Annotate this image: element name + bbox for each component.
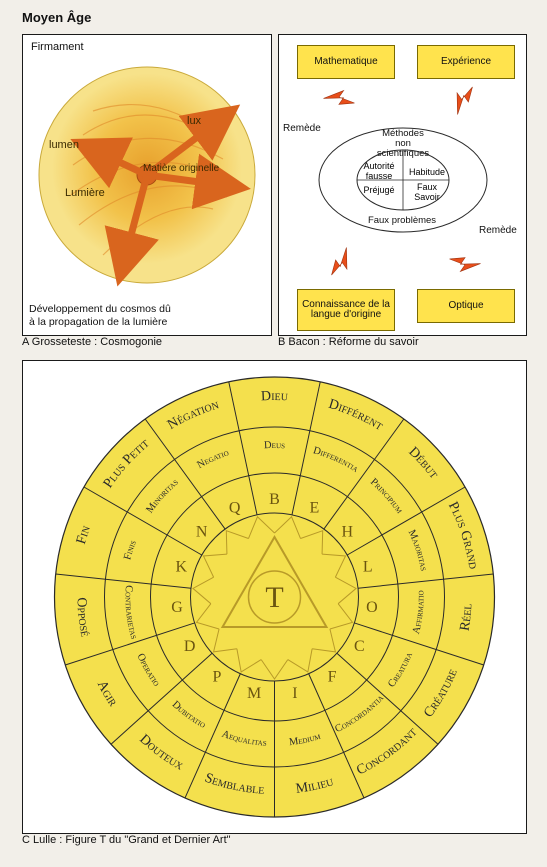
page-title: Moyen Âge	[22, 10, 91, 25]
svg-text:Q: Q	[229, 499, 241, 516]
svg-text:D: D	[184, 638, 196, 655]
label-fauxprob: Faux problèmes	[357, 215, 447, 226]
panel-lulle: BEHLOCFIMPDGKNQDieuDifférentDébutPlus Gr…	[22, 360, 527, 834]
svg-text:Dieu: Dieu	[261, 389, 290, 404]
label-methodes: Méthodes non scientifiques	[373, 129, 433, 159]
svg-text:L: L	[363, 559, 373, 576]
svg-text:F: F	[328, 668, 337, 685]
svg-text:O: O	[366, 599, 378, 616]
label-lumen: lumen	[49, 139, 79, 151]
cosmogonie-caption: Développement du cosmos dû à la propagat…	[29, 303, 265, 329]
lulle-figure: BEHLOCFIMPDGKNQDieuDifférentDébutPlus Gr…	[23, 361, 526, 833]
svg-text:P: P	[212, 668, 221, 685]
label-firmament: Firmament	[31, 41, 84, 53]
panel-bacon: Autoritéfausse Habitude Préjugé FauxSavo…	[278, 34, 527, 336]
svg-text:N: N	[196, 523, 208, 540]
label-lux: lux	[187, 115, 201, 127]
svg-text:B: B	[269, 491, 280, 508]
svg-text:G: G	[171, 599, 183, 616]
svg-text:K: K	[176, 559, 188, 576]
label-matiere: Matière originelle	[143, 163, 219, 174]
label-autorite: Autoritéfausse	[363, 161, 394, 181]
label-lumiere: Lumière	[65, 187, 105, 199]
label-prejuge: Préjugé	[363, 185, 394, 195]
svg-text:Réel: Réel	[458, 603, 476, 632]
caption-a: A Grosseteste : Cosmogonie	[22, 336, 162, 348]
box-optique: Optique	[417, 289, 515, 323]
panel-grosseteste: Firmament lux lumen Lumière Matière orig…	[22, 34, 272, 336]
svg-text:M: M	[247, 685, 261, 702]
svg-text:Deus: Deus	[264, 440, 286, 451]
box-mathematique: Mathematique	[297, 45, 395, 79]
label-remede-1: Remède	[283, 123, 321, 134]
box-experience: Expérience	[417, 45, 515, 79]
caption-c: C Lulle : Figure T du "Grand et Dernier …	[22, 834, 231, 846]
label-remede-2: Remède	[479, 225, 517, 236]
caption-b: B Bacon : Réforme du savoir	[278, 336, 419, 348]
cosmogonie-figure	[23, 35, 271, 335]
label-habitude: Habitude	[409, 167, 445, 177]
svg-text:T: T	[265, 581, 283, 614]
label-fauxsavoir: FauxSavoir	[414, 182, 440, 202]
svg-text:C: C	[354, 638, 365, 655]
svg-text:H: H	[342, 523, 354, 540]
box-connaissance: Connaissance de la langue d'origine	[297, 289, 395, 331]
svg-text:E: E	[309, 499, 319, 516]
svg-text:I: I	[292, 685, 297, 702]
